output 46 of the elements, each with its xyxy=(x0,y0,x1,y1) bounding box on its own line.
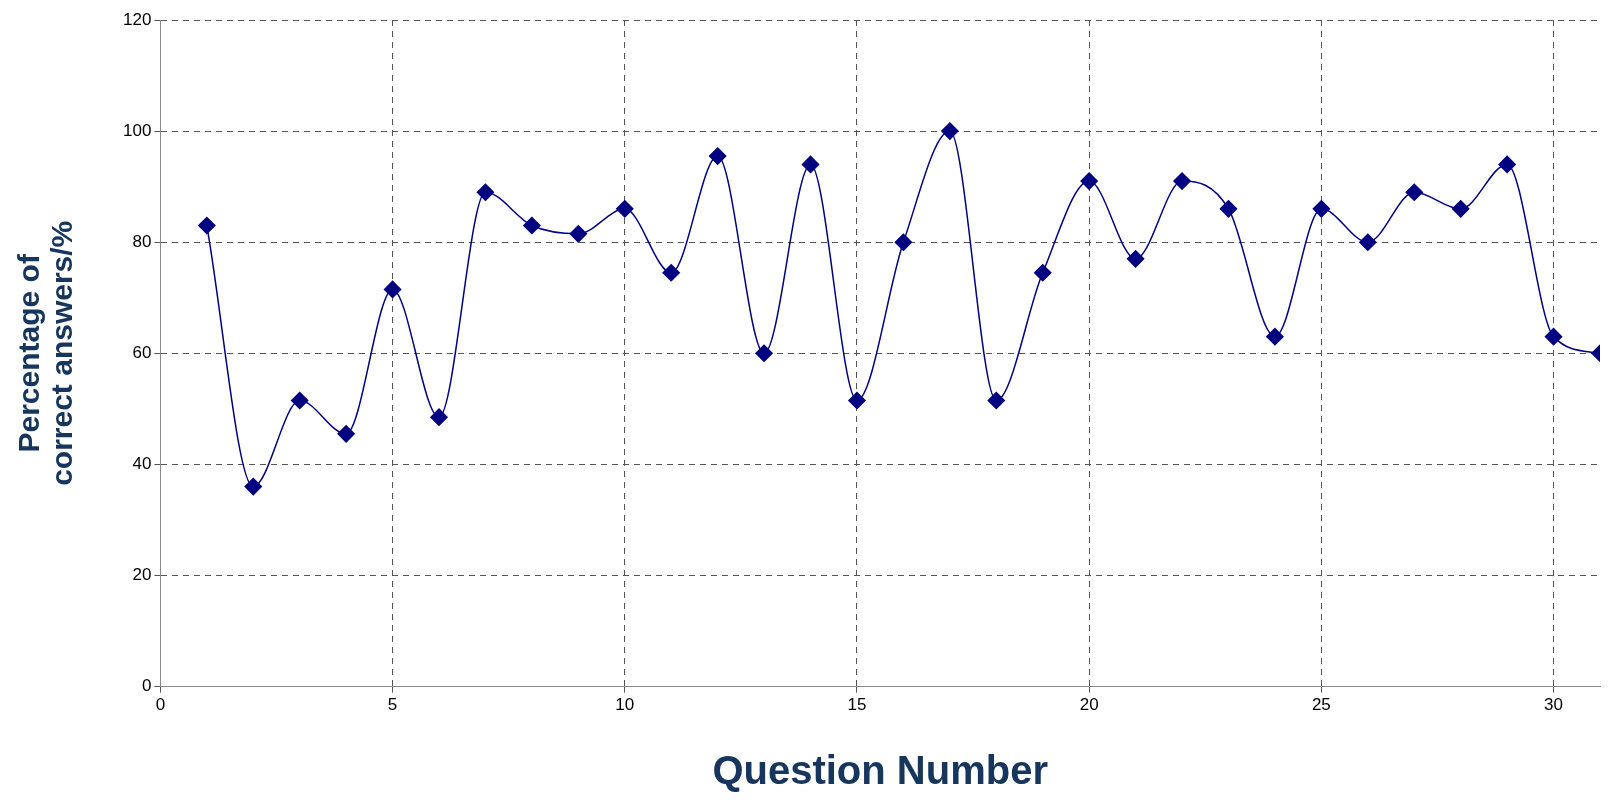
point xyxy=(1033,264,1052,282)
point xyxy=(1266,327,1284,346)
point xyxy=(337,425,355,443)
x-tick-label: 0 xyxy=(155,695,166,715)
y-tick-label: 120 xyxy=(122,9,152,29)
x-axis-title: Question Number xyxy=(712,748,1048,793)
y-tick-label: 40 xyxy=(132,454,152,474)
y-tick-label: 20 xyxy=(132,565,152,585)
point xyxy=(1451,200,1470,218)
point xyxy=(987,391,1006,410)
y-tick-label: 0 xyxy=(141,676,152,696)
point xyxy=(894,233,913,251)
x-tick-label: 25 xyxy=(1311,695,1331,715)
point xyxy=(1544,327,1563,346)
point xyxy=(1498,155,1516,174)
x-tick-label: 15 xyxy=(847,695,867,715)
point xyxy=(662,264,680,282)
point xyxy=(383,280,402,299)
point xyxy=(848,391,866,410)
point xyxy=(244,477,262,496)
point xyxy=(1359,233,1377,251)
point xyxy=(1405,183,1423,201)
point xyxy=(198,216,216,235)
point xyxy=(523,216,541,235)
point xyxy=(430,408,448,426)
y-axis-title: Percentage of correct answers/% xyxy=(11,220,78,486)
point xyxy=(569,225,588,243)
point xyxy=(941,122,959,140)
x-tick-label: 5 xyxy=(387,695,398,715)
point xyxy=(1173,172,1191,190)
point xyxy=(1080,172,1098,190)
y-tick-label: 80 xyxy=(132,231,152,251)
point xyxy=(801,155,820,174)
point xyxy=(755,344,773,363)
point xyxy=(1219,200,1238,218)
point xyxy=(1126,250,1145,268)
point xyxy=(616,200,634,218)
point xyxy=(290,391,309,410)
x-tick-label: 10 xyxy=(615,695,635,715)
y-tick-label: 100 xyxy=(122,120,152,140)
x-tick-label: 20 xyxy=(1079,695,1099,715)
point xyxy=(708,147,727,165)
x-tick-label: 30 xyxy=(1544,695,1564,715)
y-tick-label: 60 xyxy=(132,342,152,362)
point xyxy=(1312,200,1331,218)
point xyxy=(476,183,495,201)
